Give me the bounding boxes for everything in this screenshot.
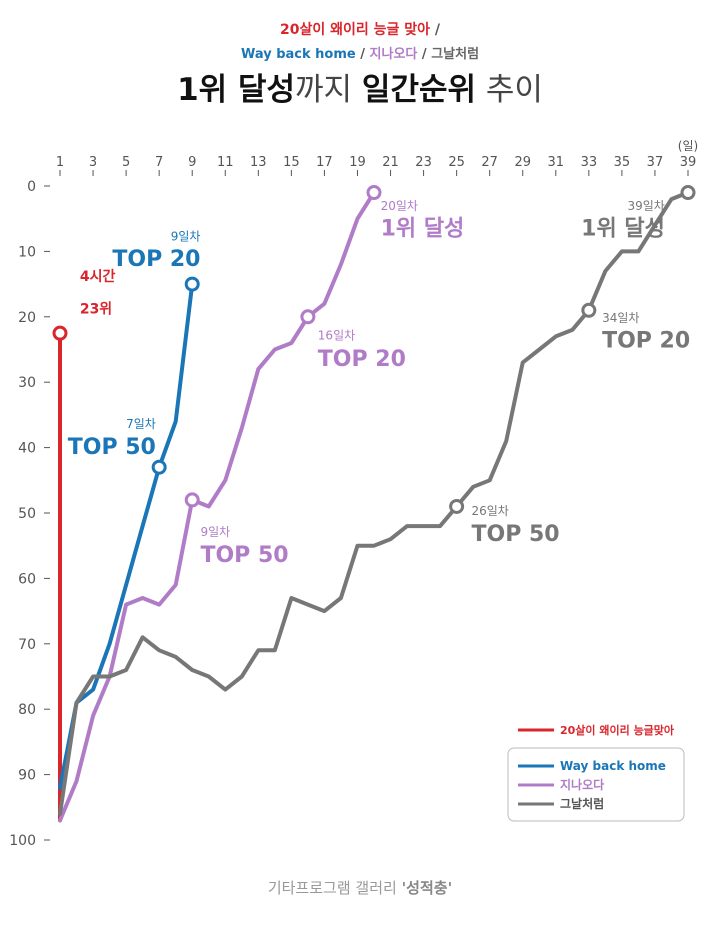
x-tick-label: 27 bbox=[481, 155, 498, 170]
x-tick-label: 29 bbox=[514, 155, 531, 170]
x-tick-label: 1 bbox=[56, 155, 64, 170]
page-title: 1위 달성까지 일간순위 추이 bbox=[177, 72, 543, 108]
y-tick-label: 40 bbox=[18, 441, 36, 457]
x-tick-label: 37 bbox=[647, 155, 664, 170]
annotation-gray-26-day: 26일차 bbox=[472, 504, 509, 518]
axes: 1 3 5 7 9 11 13 15 17 19 21 23 25 27 29 31 33 35 37 39(일)01… bbox=[9, 139, 698, 849]
header-line-1: 20살이 왜이리 능글 맞아 / bbox=[280, 21, 441, 38]
y-tick-label: 10 bbox=[18, 244, 36, 260]
x-tick-label: 17 bbox=[316, 155, 333, 170]
milestone-marker bbox=[366, 185, 382, 201]
subtitle-slash: / bbox=[430, 22, 441, 38]
x-tick-label: 31 bbox=[548, 155, 565, 170]
x-tick-label: 15 bbox=[283, 155, 300, 170]
y-tick-label: 60 bbox=[18, 571, 36, 587]
title-bold-2: 일간순위 bbox=[362, 72, 476, 108]
title-light-1: 까지 bbox=[295, 72, 362, 108]
annotation-purple-9-day: 9일차 bbox=[200, 525, 230, 539]
x-tick-label: 11 bbox=[217, 155, 234, 170]
x-tick-label: 25 bbox=[448, 155, 465, 170]
x-unit-label: (일) bbox=[678, 139, 698, 153]
y-tick-label: 70 bbox=[18, 637, 36, 653]
series-line bbox=[58, 190, 376, 823]
x-tick-label: 5 bbox=[122, 155, 130, 170]
y-tick-label: 80 bbox=[18, 702, 36, 718]
milestone-marker bbox=[449, 498, 465, 514]
title-bold-1: 1위 달성 bbox=[177, 72, 295, 108]
annotation-red-4h: 4시간 bbox=[80, 268, 116, 285]
x-tick-label: 7 bbox=[155, 155, 163, 170]
y-tick-label: 90 bbox=[18, 768, 36, 784]
legend-label-blue: Way back home bbox=[560, 759, 666, 773]
footer-credit: 기타프로그램 갤러리 '성적충' bbox=[268, 879, 452, 897]
y-tick-label: 50 bbox=[18, 506, 36, 522]
footer-bold: '성적충' bbox=[402, 879, 453, 897]
annotation-blue-9-day: 9일차 bbox=[171, 229, 201, 243]
milestone-marker bbox=[300, 309, 316, 325]
annotation-gray-34-day: 34일차 bbox=[602, 311, 639, 325]
annotation-blue-7-day: 7일차 bbox=[126, 417, 156, 431]
subtitle-purple: 지나오다 bbox=[370, 46, 418, 62]
milestone-marker bbox=[151, 459, 167, 475]
header-line-2: Way back home / 지나오다 / 그날처럼 bbox=[241, 46, 479, 62]
annotation-blue-top20: TOP 20 bbox=[112, 247, 200, 272]
y-tick-label: 0 bbox=[27, 179, 36, 195]
legend-label-purple: 지나오다 bbox=[560, 777, 604, 792]
series-line bbox=[58, 190, 690, 816]
legend-label-red: 20살이 왜이리 능글맞아 bbox=[560, 723, 675, 737]
annotation-gray-first: 1위 달성 bbox=[581, 217, 665, 242]
title-light-2: 추이 bbox=[476, 72, 543, 108]
x-tick-label: 9 bbox=[188, 155, 196, 170]
x-tick-label: 3 bbox=[89, 155, 97, 170]
marker-layer bbox=[52, 185, 696, 514]
annotation-layer: 4시간 23위 9일차 TOP 20 7일차 TOP 50 9일차 TOP 50 16일차 TOP… bbox=[68, 199, 690, 568]
subtitle-red: 20살이 왜이리 능글 맞아 bbox=[280, 21, 430, 38]
series-layer bbox=[58, 190, 690, 823]
annotation-purple-first: 1위 달성 bbox=[381, 217, 465, 242]
x-tick-label: 23 bbox=[415, 155, 432, 170]
milestone-marker bbox=[680, 185, 696, 201]
x-tick-label: 21 bbox=[382, 155, 399, 170]
annotation-red-23: 23위 bbox=[80, 302, 112, 318]
x-tick-label: 33 bbox=[581, 155, 598, 170]
subtitle-slash: / bbox=[417, 47, 431, 62]
legend: 20살이 왜이리 능글맞아 Way back home 지나오다 그날처럼 bbox=[507, 723, 685, 822]
milestone-marker bbox=[184, 492, 200, 508]
y-tick-label: 100 bbox=[9, 833, 36, 849]
annotation-purple-16-day: 16일차 bbox=[318, 329, 355, 343]
annotation-gray-top50: TOP 50 bbox=[472, 522, 560, 547]
annotation-purple-20-day: 20일차 bbox=[381, 199, 418, 213]
subtitle-gray: 그날처럼 bbox=[431, 46, 479, 62]
subtitle-slash: / bbox=[356, 47, 370, 62]
annotation-blue-top50: TOP 50 bbox=[68, 435, 156, 460]
legend-label-gray: 그날처럼 bbox=[560, 796, 604, 811]
annotation-gray-39-day: 39일차 bbox=[628, 199, 665, 213]
subtitle-blue: Way back home bbox=[241, 47, 356, 62]
x-tick-label: 13 bbox=[250, 155, 267, 170]
annotation-purple-top20: TOP 20 bbox=[318, 347, 406, 372]
series-line bbox=[58, 282, 195, 790]
y-tick-label: 30 bbox=[18, 375, 36, 391]
x-tick-label: 39 bbox=[680, 155, 697, 170]
annotation-purple-top50: TOP 50 bbox=[200, 543, 288, 568]
annotation-gray-top20: TOP 20 bbox=[602, 329, 690, 354]
milestone-marker bbox=[581, 302, 597, 318]
y-tick-label: 20 bbox=[18, 310, 36, 326]
milestone-marker bbox=[184, 276, 200, 292]
footer-light: 기타프로그램 갤러리 bbox=[268, 879, 402, 897]
x-tick-label: 19 bbox=[349, 155, 366, 170]
milestone-marker bbox=[52, 325, 68, 341]
x-tick-label: 35 bbox=[614, 155, 631, 170]
